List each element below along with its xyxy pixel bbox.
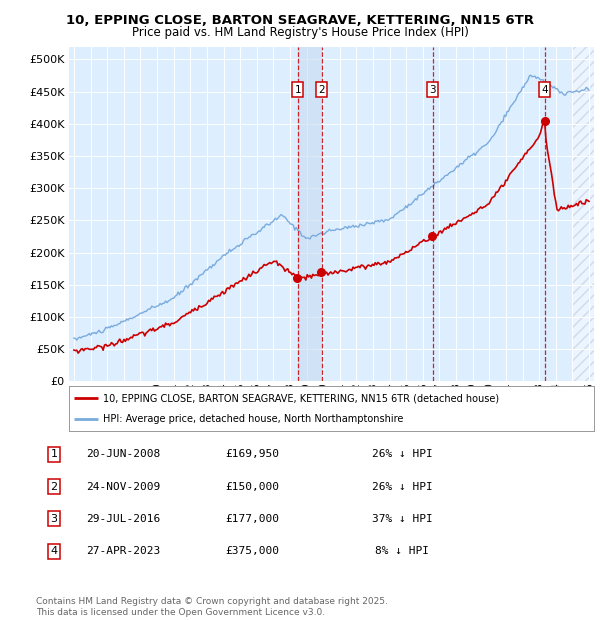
Text: 1: 1 (50, 450, 58, 459)
Text: Price paid vs. HM Land Registry's House Price Index (HPI): Price paid vs. HM Land Registry's House … (131, 26, 469, 39)
Text: 37% ↓ HPI: 37% ↓ HPI (371, 514, 433, 524)
Text: Contains HM Land Registry data © Crown copyright and database right 2025.
This d: Contains HM Land Registry data © Crown c… (36, 598, 388, 617)
Text: 1: 1 (295, 85, 301, 95)
Text: HPI: Average price, detached house, North Northamptonshire: HPI: Average price, detached house, Nort… (103, 414, 404, 424)
Text: 20-JUN-2008: 20-JUN-2008 (86, 450, 160, 459)
Text: 27-APR-2023: 27-APR-2023 (86, 546, 160, 556)
Text: 24-NOV-2009: 24-NOV-2009 (86, 482, 160, 492)
Text: £150,000: £150,000 (225, 482, 279, 492)
Text: 3: 3 (429, 85, 436, 95)
Text: 2: 2 (50, 482, 58, 492)
Text: 8% ↓ HPI: 8% ↓ HPI (375, 546, 429, 556)
Text: 4: 4 (50, 546, 58, 556)
Text: 10, EPPING CLOSE, BARTON SEAGRAVE, KETTERING, NN15 6TR (detached house): 10, EPPING CLOSE, BARTON SEAGRAVE, KETTE… (103, 393, 499, 404)
Text: 10, EPPING CLOSE, BARTON SEAGRAVE, KETTERING, NN15 6TR: 10, EPPING CLOSE, BARTON SEAGRAVE, KETTE… (66, 14, 534, 27)
Text: 26% ↓ HPI: 26% ↓ HPI (371, 482, 433, 492)
Text: £169,950: £169,950 (225, 450, 279, 459)
Text: 29-JUL-2016: 29-JUL-2016 (86, 514, 160, 524)
Text: £375,000: £375,000 (225, 546, 279, 556)
Text: 4: 4 (541, 85, 548, 95)
Bar (572, 46, 594, 381)
Bar (298, 46, 322, 381)
Text: £177,000: £177,000 (225, 514, 279, 524)
Text: 3: 3 (50, 514, 58, 524)
Text: 2: 2 (318, 85, 325, 95)
Text: 26% ↓ HPI: 26% ↓ HPI (371, 450, 433, 459)
